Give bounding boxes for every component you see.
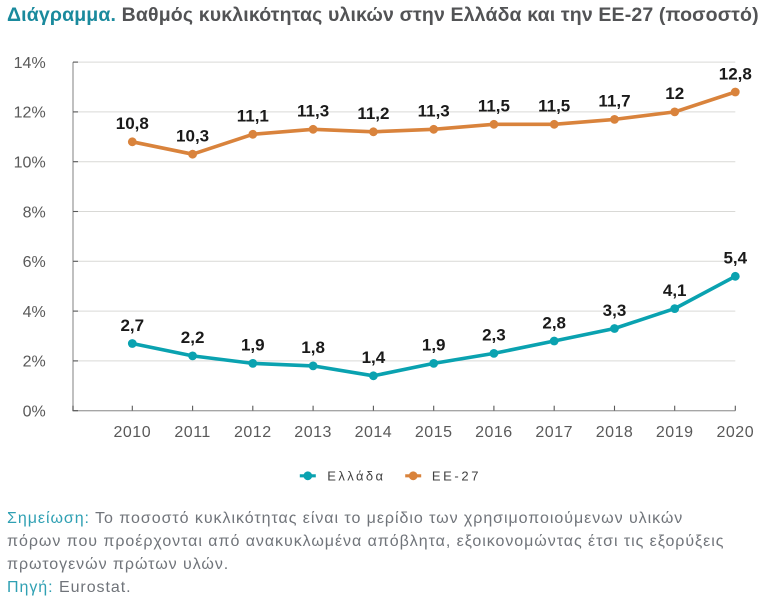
svg-text:11,5: 11,5 [478,97,510,116]
svg-text:11,7: 11,7 [598,92,630,111]
svg-text:1,9: 1,9 [422,336,446,355]
svg-text:2012: 2012 [234,424,272,441]
svg-text:1,4: 1,4 [362,348,386,367]
svg-text:11,3: 11,3 [418,102,450,121]
svg-text:2020: 2020 [717,424,755,441]
svg-text:11,1: 11,1 [237,107,269,126]
svg-text:2018: 2018 [596,424,634,441]
svg-text:4%: 4% [23,304,46,321]
svg-text:EE-27: EE-27 [432,468,481,483]
svg-text:2,7: 2,7 [120,316,144,335]
svg-text:10%: 10% [14,155,46,172]
svg-text:2019: 2019 [656,424,694,441]
svg-text:11,5: 11,5 [538,97,570,116]
svg-text:2,2: 2,2 [181,328,205,347]
svg-text:11,3: 11,3 [297,102,329,121]
svg-text:12: 12 [665,84,684,103]
svg-text:2014: 2014 [355,424,393,441]
svg-text:6%: 6% [23,254,46,271]
svg-text:5,4: 5,4 [723,249,747,268]
svg-text:2017: 2017 [535,424,573,441]
svg-text:10,3: 10,3 [176,127,209,146]
svg-text:12,8: 12,8 [719,64,752,83]
svg-text:14%: 14% [14,55,46,72]
svg-text:1,8: 1,8 [301,338,325,357]
svg-text:2013: 2013 [294,424,332,441]
svg-text:12%: 12% [14,105,46,122]
svg-text:2,3: 2,3 [482,326,506,345]
svg-text:10,8: 10,8 [116,114,149,133]
svg-text:2011: 2011 [174,424,210,441]
svg-text:2%: 2% [23,354,46,371]
svg-text:4,1: 4,1 [663,281,687,300]
svg-text:3,3: 3,3 [603,301,627,320]
svg-text:2010: 2010 [114,424,152,441]
svg-text:2016: 2016 [475,424,513,441]
svg-text:2015: 2015 [415,424,453,441]
svg-text:8%: 8% [23,204,46,221]
svg-text:1,9: 1,9 [241,336,265,355]
svg-text:Ελλάδα: Ελλάδα [327,468,385,483]
svg-text:2,8: 2,8 [542,313,566,332]
svg-text:11,2: 11,2 [357,104,389,123]
svg-text:0%: 0% [23,404,46,421]
